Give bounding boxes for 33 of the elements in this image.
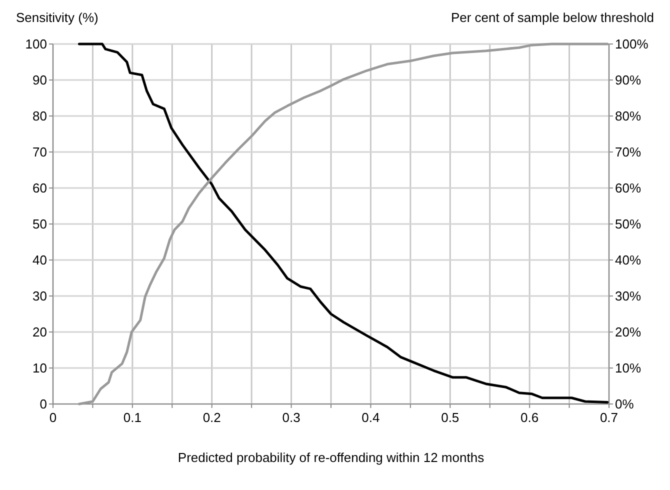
y2-tick-label: 60%: [615, 180, 642, 196]
x-tick-label: 0.1: [123, 410, 142, 425]
y-tick-label: 0: [40, 396, 47, 412]
y-tick-label: 70: [32, 144, 47, 160]
y-tick-label: 50: [32, 216, 47, 232]
x-tick-label: 0.6: [520, 410, 539, 425]
y-axis-title: Sensitivity (%): [16, 10, 98, 25]
y-tick-label: 80: [32, 108, 47, 124]
y2-tick-label: 20%: [615, 324, 642, 340]
y2-tick-label: 10%: [615, 360, 642, 376]
y2-tick-label: 70%: [615, 144, 642, 160]
x-axis-title: Predicted probability of re-offending within 12 months: [178, 450, 485, 465]
y2-axis-title: Per cent of sample below threshold: [450, 10, 654, 25]
x-tick-label: 0.2: [202, 410, 221, 425]
y2-tick-label: 0%: [615, 396, 634, 412]
y-tick-label: 60: [32, 180, 47, 196]
y2-tick-label: 80%: [615, 108, 642, 124]
y2-tick-label: 100%: [615, 36, 649, 52]
y-tick-label: 90: [32, 72, 47, 88]
x-tick-label: 0.7: [600, 410, 618, 425]
y2-tick-label: 40%: [615, 252, 642, 268]
y-tick-label: 10: [32, 360, 47, 376]
y-tick-label: 40: [32, 252, 47, 268]
x-tick-label: 0: [49, 410, 57, 425]
y-tick-label: 20: [32, 324, 47, 340]
y-tick-label: 100: [25, 36, 47, 52]
y-tick-label: 30: [32, 288, 47, 304]
y2-tick-label: 30%: [615, 288, 642, 304]
y2-tick-label: 90%: [615, 72, 642, 88]
x-tick-label: 0.4: [362, 410, 380, 425]
y2-tick-label: 50%: [615, 216, 642, 232]
x-tick-label: 0.5: [441, 410, 460, 425]
x-tick-label: 0.3: [282, 410, 300, 425]
